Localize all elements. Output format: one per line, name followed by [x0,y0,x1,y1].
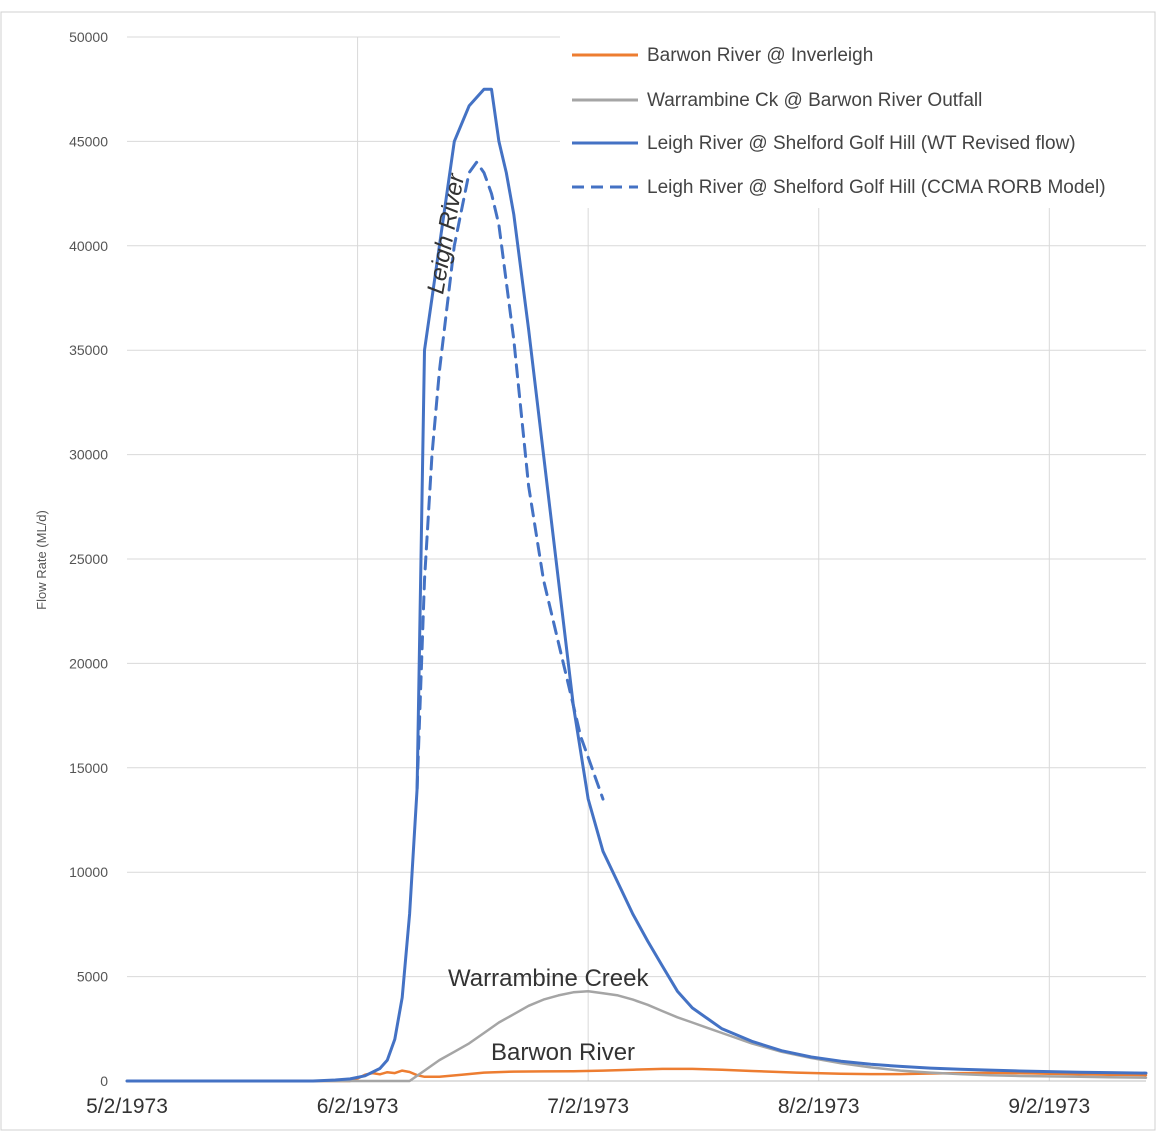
x-tick-labels: 5/2/1973 6/2/1973 7/2/1973 8/2/1973 9/2/1973 [86,1095,1090,1118]
series-lines [125,87,1148,1083]
y-tick-labels: 0 5000 10000 15000 20000 25000 30000 35000 40000… [69,29,108,1089]
y-tick-label: 50000 [69,29,108,45]
legend-item-warrambine: Warrambine Ck @ Barwon River Outfall [572,90,982,111]
legend-label-leigh-rorb: Leigh River @ Shelford Golf Hill (CCMA R… [647,177,1106,198]
y-tick-label: 35000 [69,342,108,358]
y-tick-label: 10000 [69,864,108,880]
legend-box [560,36,1150,208]
y-tick-label: 45000 [69,133,108,149]
x-tick-label: 9/2/1973 [1008,1095,1090,1118]
series-warrambine-line [125,989,1148,1083]
x-tick-label: 7/2/1973 [547,1095,629,1118]
annotation-barwon-river: Barwon River [491,1039,635,1066]
series-leigh-rorb-line [415,160,605,801]
legend-item-leigh-rorb: Leigh River @ Shelford Golf Hill (CCMA R… [572,177,1106,198]
legend-label-warrambine: Warrambine Ck @ Barwon River Outfall [647,90,982,111]
x-tick-label: 5/2/1973 [86,1095,168,1118]
annotation-warrambine-creek: Warrambine Creek [448,965,649,992]
y-tick-label: 30000 [69,447,108,463]
y-tick-label: 0 [100,1073,108,1089]
legend-item-leigh-revised: Leigh River @ Shelford Golf Hill (WT Rev… [572,133,1076,154]
x-tick-label: 6/2/1973 [317,1095,399,1118]
y-tick-label: 5000 [77,969,108,985]
legend-label-leigh-revised: Leigh River @ Shelford Golf Hill (WT Rev… [647,133,1076,154]
y-tick-label: 25000 [69,551,108,567]
y-tick-label: 20000 [69,655,108,671]
legend-item-barwon: Barwon River @ Inverleigh [572,45,873,66]
y-tick-label: 15000 [69,760,108,776]
legend-label-barwon: Barwon River @ Inverleigh [647,45,873,66]
x-tick-label: 8/2/1973 [778,1095,860,1118]
y-axis-title: Flow Rate (ML/d) [34,510,49,610]
y-tick-label: 40000 [69,238,108,254]
legend: Barwon River @ Inverleigh Warrambine Ck … [560,36,1150,208]
